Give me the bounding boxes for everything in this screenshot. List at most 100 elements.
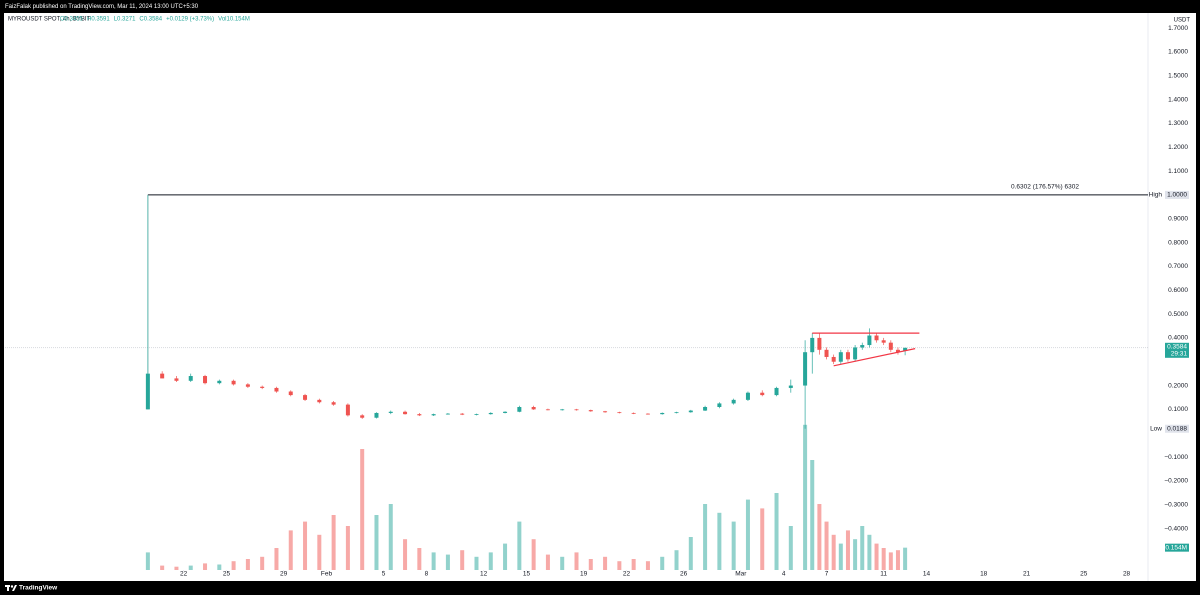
x-tick-label: 25 <box>1080 571 1088 578</box>
candle-body <box>488 412 493 415</box>
x-tick-label: 12 <box>480 571 488 578</box>
candle-body <box>474 414 479 415</box>
y-tick-label: −0.2000 <box>1164 478 1188 485</box>
y-tick-label: 1.3000 <box>1168 120 1188 127</box>
volume-bar <box>574 552 579 570</box>
candle-body <box>388 411 393 413</box>
candle-body <box>245 384 250 387</box>
volume-bar <box>174 566 179 570</box>
ohlc-value: +0.0129 (+3.73%) <box>166 17 214 23</box>
candle-body <box>188 376 193 381</box>
candle-body <box>274 387 279 392</box>
volume-label: 10.154M <box>1162 544 1187 551</box>
candle-body <box>810 337 815 353</box>
current-price-tag <box>1165 342 1189 358</box>
x-tick-label: 22 <box>623 571 631 578</box>
y-tick-label: 1.7000 <box>1168 25 1188 32</box>
volume-bar <box>217 564 222 570</box>
ohlc-value: Vol10.154M <box>218 17 250 23</box>
candle-body <box>374 412 379 418</box>
volume-bar <box>831 534 836 570</box>
ohlc-value: L0.3271 <box>114 17 136 23</box>
measure-label: 0.6302 (176.57%) 6302 <box>1011 184 1079 191</box>
candle-body <box>895 349 900 353</box>
candle-body <box>145 373 150 410</box>
ohlc-value: O0.3455 <box>60 17 84 23</box>
y-tick-label: 1.6000 <box>1168 49 1188 56</box>
volume-bar <box>645 561 650 570</box>
candle-body <box>774 387 779 396</box>
candle-body <box>760 392 765 396</box>
volume-bar <box>545 554 550 570</box>
volume-bar <box>360 449 365 570</box>
candle-body <box>160 373 165 379</box>
volume-bar <box>631 559 636 570</box>
volume-bar <box>888 552 893 570</box>
volume-bar <box>331 515 336 570</box>
candle-body <box>174 378 179 381</box>
volume-bar <box>503 543 508 570</box>
low-name: Low <box>1150 425 1162 432</box>
y-tick-label: −0.1000 <box>1164 454 1188 461</box>
x-tick-label: 15 <box>523 571 531 578</box>
volume-bar <box>188 565 193 570</box>
volume-bar <box>817 504 822 570</box>
candle-body <box>645 413 650 415</box>
candle-body <box>288 391 293 396</box>
y-tick-label: −0.4000 <box>1164 525 1188 532</box>
candle-body <box>817 337 822 350</box>
volume-bar <box>245 559 250 570</box>
x-tick-label: 21 <box>1023 571 1031 578</box>
volume-bar <box>317 534 322 570</box>
candle-body <box>445 413 450 415</box>
trendline <box>833 348 916 367</box>
candle-body <box>545 409 550 411</box>
candle-body <box>531 407 536 410</box>
volume-bar <box>845 530 850 570</box>
volume-bar <box>803 424 808 570</box>
candle-body <box>731 399 736 404</box>
candle-body <box>517 407 522 412</box>
volume-bar <box>417 548 422 570</box>
volume-bar <box>274 548 279 570</box>
y-tick-label: 0.9000 <box>1168 215 1188 222</box>
candle-body <box>331 402 336 405</box>
currency-label: USDT <box>1174 18 1191 24</box>
volume-bar <box>145 552 150 570</box>
volume-bar <box>474 556 479 570</box>
chart-area <box>4 13 1196 581</box>
x-tick-label: Mar <box>735 571 747 578</box>
x-tick-label: 7 <box>825 571 829 578</box>
x-tick-label: Feb <box>321 571 333 578</box>
high-tag <box>1165 190 1189 199</box>
x-tick-label: 11 <box>880 571 887 578</box>
brand-name: TradingView <box>19 585 58 592</box>
volume-bar <box>617 561 622 570</box>
y-tick-label: 1.1000 <box>1168 168 1188 175</box>
y-tick-label: 1.4000 <box>1168 96 1188 103</box>
candle-body <box>431 414 436 416</box>
candle-body <box>788 385 793 388</box>
candle-body <box>688 410 693 413</box>
candle-body <box>803 352 808 386</box>
candle-body <box>574 409 579 411</box>
x-tick-label: 14 <box>923 571 931 578</box>
x-tick-label: 18 <box>980 571 988 578</box>
symbol-label: MYROUSDT SPOT, 4h, BYBIT <box>8 17 91 23</box>
volume-bar <box>660 556 665 570</box>
x-tick-label: 25 <box>223 571 231 578</box>
y-tick-label: −0.3000 <box>1164 501 1188 508</box>
volume-bar <box>860 526 865 570</box>
low-tag <box>1165 424 1189 433</box>
y-tick-label: 0.1000 <box>1168 406 1188 413</box>
volume-bar <box>288 530 293 570</box>
volume-bar <box>810 460 815 570</box>
x-tick-label: 29 <box>280 571 288 578</box>
candle-body <box>874 335 879 341</box>
volume-bar <box>760 508 765 570</box>
y-tick-label: 0.2000 <box>1168 382 1188 389</box>
volume-bar <box>403 539 408 570</box>
x-tick-label: 5 <box>382 571 386 578</box>
